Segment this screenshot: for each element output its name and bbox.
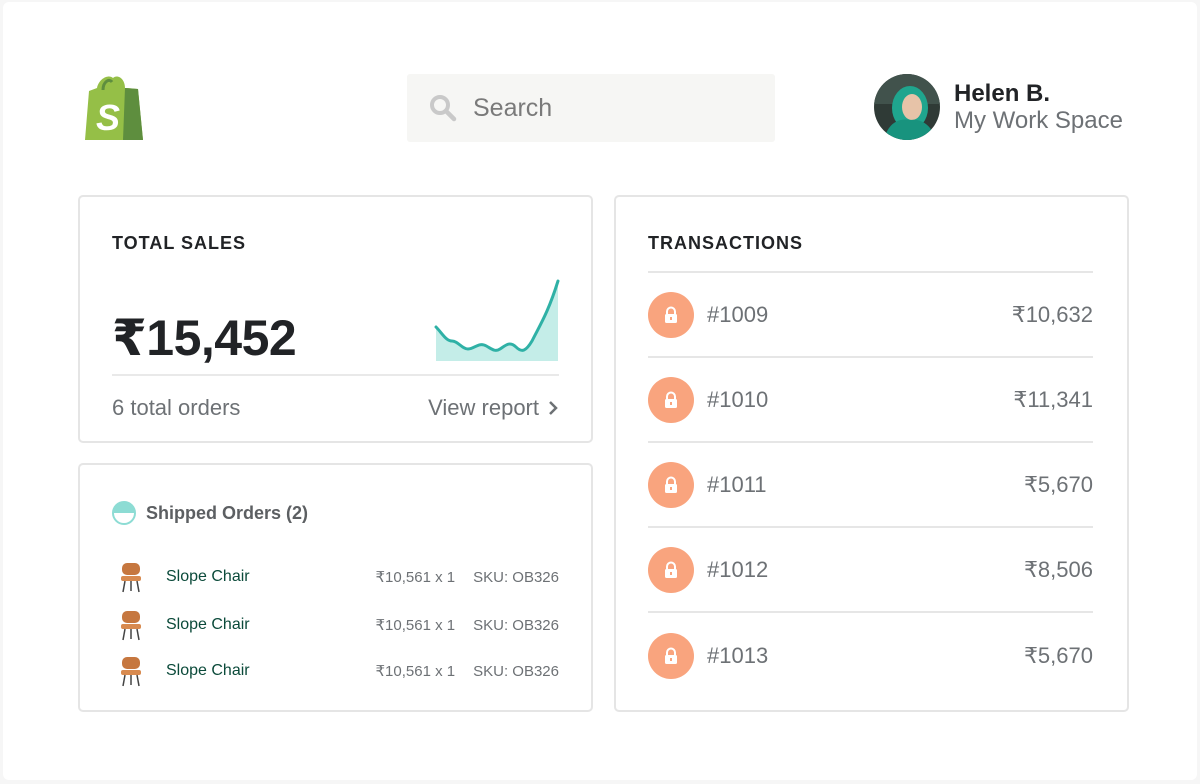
shopify-logo-icon[interactable]: S [83, 74, 145, 142]
view-report-link[interactable]: View report [428, 395, 559, 421]
transactions-card: TRANSACTIONS #1009 ₹10,632 #1010 ₹11,341… [614, 195, 1129, 712]
user-name: Helen B. [954, 80, 1051, 107]
list-item[interactable]: Slope Chair ₹10,561 x 1 SKU: OB326 [118, 557, 559, 597]
transaction-id: #1009 [707, 301, 769, 327]
lock-icon [648, 291, 694, 338]
half-circle-status-icon [112, 501, 136, 525]
transaction-id: #1012 [707, 556, 769, 582]
transaction-amount: ₹5,670 [1023, 642, 1093, 668]
product-price: ₹10,561 x 1 [375, 663, 456, 680]
total-orders: 6 total orders [112, 395, 241, 420]
transaction-id: #1013 [707, 642, 769, 668]
transaction-row[interactable]: #1009 ₹10,632 [648, 273, 1093, 358]
user-profile[interactable]: Helen B. My Work Space [874, 74, 1123, 140]
lock-icon [648, 461, 694, 508]
list-item[interactable]: Slope Chair ₹10,561 x 1 SKU: OB326 [118, 605, 559, 645]
chevron-right-icon [549, 401, 558, 415]
transaction-id: #1010 [707, 386, 769, 412]
transaction-row[interactable]: #1012 ₹8,506 [648, 528, 1093, 613]
sales-sparkline [434, 279, 560, 361]
chair-icon [121, 611, 141, 641]
transaction-id: #1011 [707, 471, 767, 497]
product-sku: SKU: OB326 [473, 662, 559, 680]
transaction-amount: ₹10,632 [1011, 301, 1093, 327]
divider [112, 374, 559, 376]
svg-text:S: S [96, 97, 120, 138]
transaction-row[interactable]: #1011 ₹5,670 [648, 443, 1093, 528]
product-sku: SKU: OB326 [473, 568, 559, 586]
card-title: TOTAL SALES [112, 233, 247, 253]
product-name[interactable]: Slope Chair [166, 662, 250, 679]
workspace-name: My Work Space [954, 107, 1123, 134]
lock-icon [648, 376, 694, 423]
chair-icon [121, 657, 141, 687]
search-icon [430, 95, 457, 122]
transaction-amount: ₹11,341 [1013, 386, 1093, 412]
dashboard-frame: S Search Helen B. My Work Space TOTAL SA… [3, 2, 1197, 780]
transaction-amount: ₹5,670 [1023, 471, 1093, 497]
product-price: ₹10,561 x 1 [375, 617, 456, 634]
shipped-orders-label: Shipped Orders (2) [146, 502, 309, 523]
search-input[interactable]: Search [407, 74, 775, 142]
divider [648, 271, 1093, 273]
shipped-orders-card: Shipped Orders (2) Slope Chair ₹10,561 x… [78, 463, 593, 712]
product-sku: SKU: OB326 [473, 616, 559, 634]
lock-icon [648, 632, 694, 679]
chair-icon [121, 563, 141, 593]
sales-amount: ₹15,452 [112, 310, 297, 366]
product-price: ₹10,561 x 1 [375, 569, 456, 586]
avatar[interactable] [874, 74, 940, 140]
shipped-orders-header[interactable]: Shipped Orders (2) [112, 501, 308, 525]
total-sales-card: TOTAL SALES ₹15,452 6 total orders View … [78, 195, 593, 443]
product-name[interactable]: Slope Chair [166, 616, 250, 633]
lock-icon [648, 546, 694, 593]
transaction-amount: ₹8,506 [1023, 556, 1093, 582]
view-report-label: View report [428, 395, 539, 420]
product-name[interactable]: Slope Chair [166, 568, 250, 585]
list-item[interactable]: Slope Chair ₹10,561 x 1 SKU: OB326 [118, 651, 559, 691]
card-title: TRANSACTIONS [648, 233, 803, 253]
transaction-row[interactable]: #1013 ₹5,670 [648, 613, 1093, 698]
transaction-row[interactable]: #1010 ₹11,341 [648, 358, 1093, 443]
search-placeholder: Search [473, 93, 553, 122]
